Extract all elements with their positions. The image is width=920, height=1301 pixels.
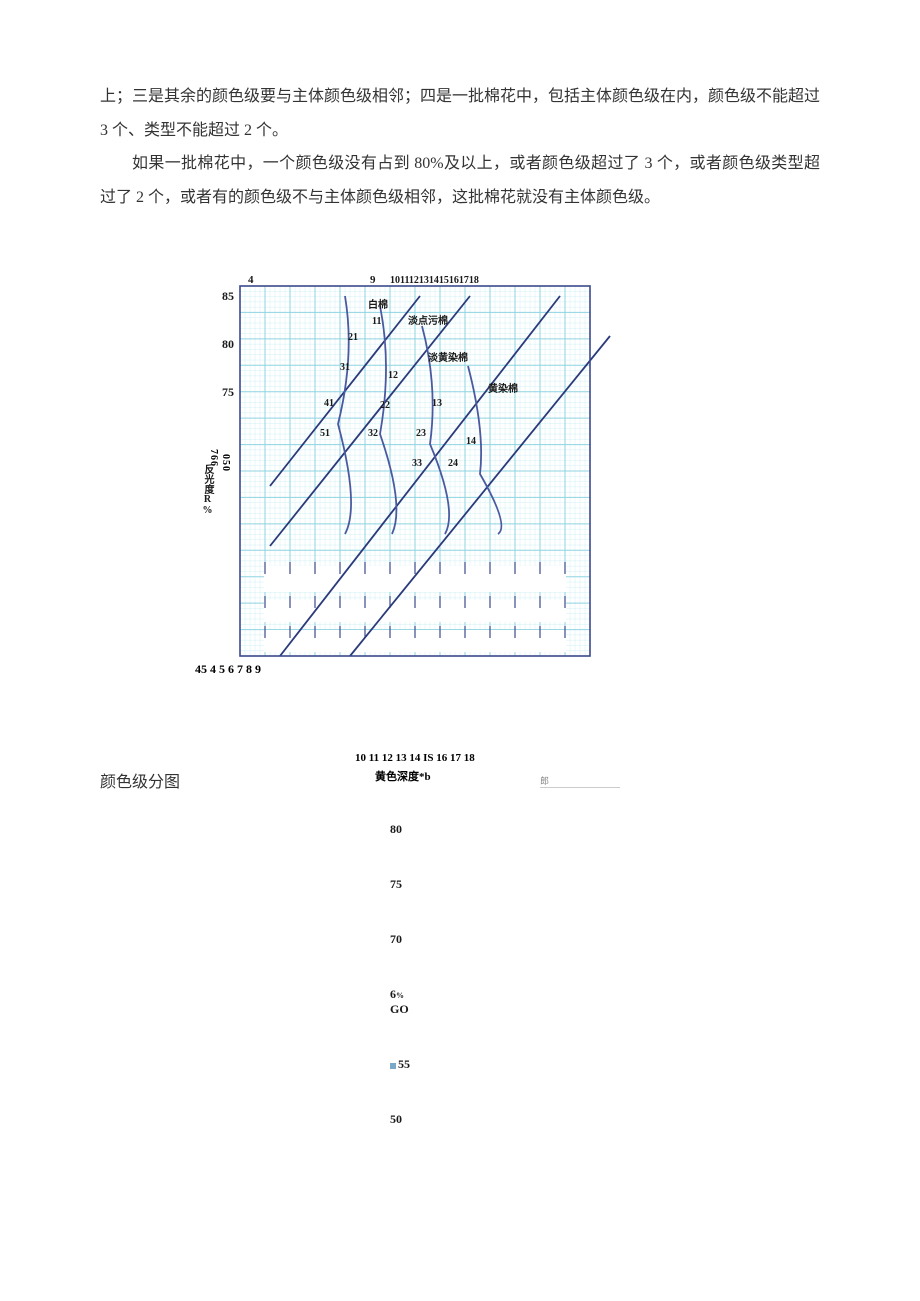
secondary-axis-tick: 6%GO [390, 987, 820, 1017]
svg-text:11: 11 [372, 316, 381, 327]
svg-text:14: 14 [466, 436, 476, 447]
paragraph-1: 上；三是其余的颜色级要与主体颜色级相邻；四是一批棉花中，包括主体颜色级在内，颜色… [100, 80, 820, 147]
x-ticks-text: 10 11 12 13 14 IS 16 17 18 [355, 752, 475, 764]
paragraph-2: 如果一批棉花中，一个颜色级没有占到 80%及以上，或者颜色级超过了 3 个，或者… [100, 147, 820, 214]
chart-svg: 4 9 101112131415161718 85 80 75 白棉淡点污棉淡黄染棉黄染棉 1… [220, 274, 620, 674]
y-axis-label: 反光度R% [200, 464, 215, 516]
secondary-y-axis: 80 75 70 6%GO 55 50 [390, 822, 820, 1127]
y-side-nums2: 050 [220, 454, 231, 472]
caption-right: 郎 [540, 774, 620, 788]
svg-text:黄染棉: 黄染棉 [488, 382, 518, 395]
secondary-axis-tick: 55 [390, 1057, 820, 1072]
svg-text:9: 9 [370, 274, 376, 286]
svg-text:22: 22 [380, 400, 390, 411]
svg-text:75: 75 [222, 385, 234, 399]
svg-text:21: 21 [348, 332, 358, 343]
svg-text:85: 85 [222, 289, 234, 303]
svg-text:白棉: 白棉 [368, 298, 388, 311]
svg-text:13: 13 [432, 398, 442, 409]
svg-text:41: 41 [324, 398, 334, 409]
secondary-axis-tick: 80 [390, 822, 820, 837]
svg-text:淡黄染棉: 淡黄染棉 [428, 351, 468, 364]
svg-text:12: 12 [388, 370, 398, 381]
svg-text:4: 4 [248, 274, 254, 286]
svg-text:101112131415161718: 101112131415161718 [390, 275, 479, 286]
bottom-ticks: 45 4 5 6 7 8 9 [195, 662, 261, 677]
svg-text:24: 24 [448, 458, 458, 469]
chart-caption-row: 颜色级分图 10 11 12 13 14 IS 16 17 18 黄色深度*b … [100, 752, 820, 792]
svg-text:淡点污棉: 淡点污棉 [408, 314, 448, 327]
chart-caption: 颜色级分图 [100, 768, 180, 792]
color-grade-chart: 4 9 101112131415161718 85 80 75 白棉淡点污棉淡黄染棉黄染棉 1… [100, 274, 820, 744]
svg-text:33: 33 [412, 458, 422, 469]
svg-text:32: 32 [368, 428, 378, 439]
svg-text:80: 80 [222, 337, 234, 351]
svg-text:51: 51 [320, 428, 330, 439]
secondary-axis-tick: 75 [390, 877, 820, 892]
secondary-axis-tick: 70 [390, 932, 820, 947]
secondary-axis-tick: 50 [390, 1112, 820, 1127]
document-page: 上；三是其余的颜色级要与主体颜色级相邻；四是一批棉花中，包括主体颜色级在内，颜色… [0, 0, 920, 1207]
x-axis-label: 黄色深度*b [375, 768, 431, 784]
svg-text:31: 31 [340, 362, 350, 373]
svg-text:23: 23 [416, 428, 426, 439]
